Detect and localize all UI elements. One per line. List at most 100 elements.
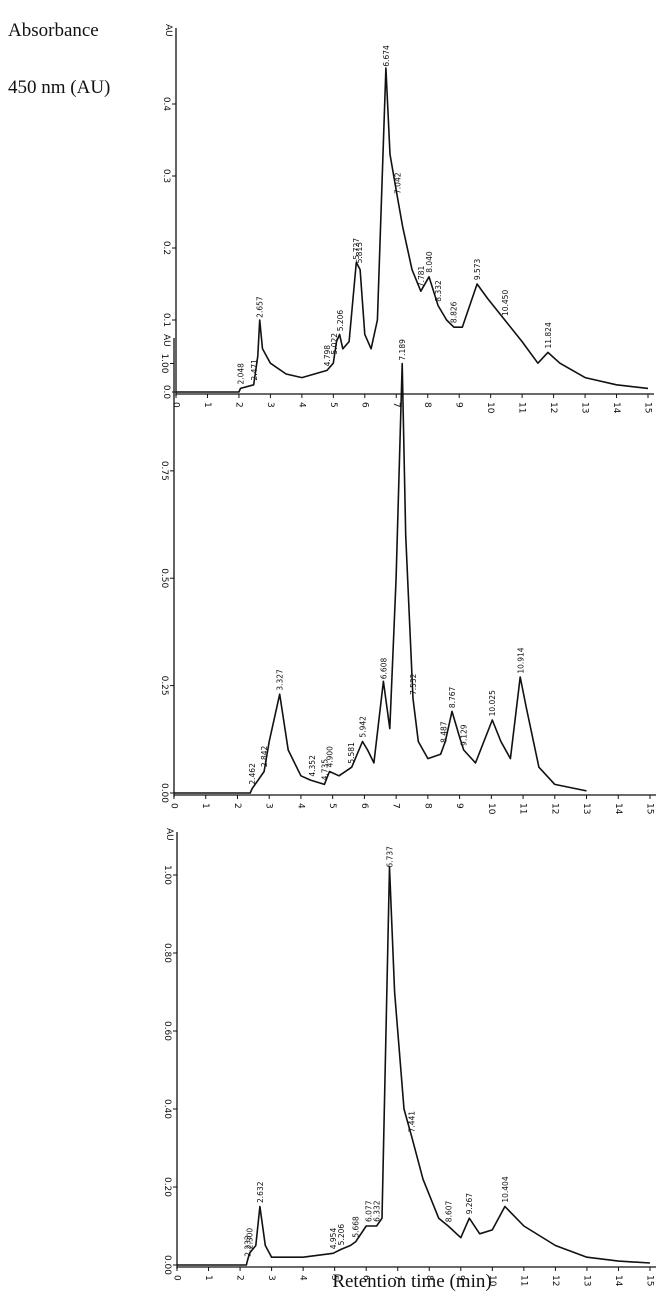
peak-label: 8.487 [439, 721, 448, 743]
x-tick-label: 10 [485, 402, 495, 414]
peak-label: 6.737 [385, 846, 394, 868]
x-tick-label: 4 [295, 803, 305, 809]
x-tick-label: 14 [611, 402, 621, 414]
peak-label: 2.471 [250, 359, 259, 381]
y-tick-label: 1.00 [162, 865, 172, 885]
peak-label: 5.022 [330, 333, 339, 355]
peak-label: 9.573 [473, 258, 482, 280]
peak-label: 3.327 [276, 669, 285, 691]
x-tick-label: 7 [391, 803, 401, 809]
peak-label: 2.632 [256, 1181, 265, 1203]
peak-label: 7.042 [394, 172, 403, 194]
y-tick-label: 0.00 [159, 783, 169, 803]
x-tick-label: 0 [172, 1275, 182, 1281]
x-tick-label: 12 [550, 1275, 560, 1286]
x-tick-label: 3 [264, 803, 274, 809]
x-tick-label: 10 [487, 1275, 497, 1287]
x-tick-label: 8 [424, 1275, 434, 1281]
x-tick-label: 11 [518, 803, 528, 814]
x-tick-label: 7 [392, 1275, 402, 1281]
x-tick-label: 14 [613, 1275, 623, 1287]
y-tick-label: 0.2 [161, 241, 171, 255]
x-tick-label: 0 [169, 803, 179, 809]
x-tick-label: 0 [171, 402, 181, 408]
chromatogram-trace [174, 364, 587, 794]
peak-label: 5.581 [347, 742, 356, 764]
peak-label: 6.674 [382, 45, 391, 67]
peak-label: 5.813 [355, 242, 364, 264]
y-tick-label: 0.80 [162, 943, 172, 963]
x-tick-label: 13 [580, 402, 590, 413]
peak-label: 10.450 [501, 290, 510, 316]
y-tick-label: 0.0 [161, 385, 171, 400]
peak-label: 4.352 [308, 755, 317, 777]
peak-label: 5.206 [336, 310, 345, 332]
chromatogram-trace [176, 68, 648, 392]
peak-label: 8.607 [444, 1201, 453, 1223]
y-tick-label: 0.20 [162, 1177, 172, 1197]
x-tick-label: 8 [422, 402, 432, 408]
x-tick-label: 2 [235, 1275, 245, 1281]
x-tick-label: 8 [422, 803, 432, 809]
peak-label: 8.040 [425, 251, 434, 273]
x-tick-label: 9 [454, 803, 464, 809]
peak-label: 11.824 [544, 322, 553, 348]
peak-label: 4.900 [325, 746, 334, 768]
x-tick-label: 14 [613, 803, 623, 815]
x-tick-label: 11 [517, 402, 527, 413]
x-tick-label: 7 [391, 402, 401, 408]
y-tick-label: 0.60 [162, 1021, 172, 1041]
x-tick-label: 2 [233, 402, 243, 408]
chromatogram-trace [177, 867, 650, 1265]
x-tick-label: 9 [454, 402, 464, 408]
x-tick-label: 1 [200, 803, 210, 809]
x-label: Retention time (min) [332, 1271, 491, 1292]
x-tick-label: 3 [265, 402, 275, 408]
peak-label: 9.267 [465, 1193, 474, 1215]
x-tick-label: 12 [549, 803, 559, 814]
x-tick-label: 6 [359, 402, 369, 408]
x-tick-label: 11 [518, 1275, 528, 1286]
x-tick-label: 5 [327, 803, 337, 809]
x-tick-label: 9 [455, 1275, 465, 1281]
x-tick-label: 3 [266, 1275, 276, 1281]
peak-label: 7.532 [409, 673, 418, 695]
peak-label: 9.129 [460, 724, 469, 746]
x-tick-label: 4 [298, 1275, 308, 1281]
x-tick-label: 4 [296, 402, 306, 408]
peak-label: 5.206 [337, 1224, 346, 1246]
x-tick-label: 1 [203, 1275, 213, 1281]
peak-label: 10.914 [516, 647, 525, 673]
y-tick-label: 1.00 [159, 353, 169, 373]
x-tick-label: 13 [581, 1275, 591, 1286]
peak-label: 8.826 [450, 301, 459, 323]
peak-label: 2.842 [260, 745, 269, 767]
x-tick-label: 6 [359, 803, 369, 809]
figure: Absorbance 450 nm (AU) Retention time (m… [0, 0, 662, 1297]
x-tick-label: 12 [548, 402, 558, 413]
peak-label: 2.462 [248, 763, 257, 785]
y-label-line: 450 nm (AU) [8, 77, 110, 98]
peak-label: 10.404 [501, 1176, 510, 1202]
peak-label: 8.332 [434, 280, 443, 302]
y-unit: AU [164, 828, 174, 841]
y-tick-label: 0.50 [159, 568, 169, 588]
peak-label: 6.332 [373, 1200, 382, 1222]
x-tick-label: 15 [645, 1275, 655, 1286]
x-tick-label: 6 [361, 1275, 371, 1281]
peak-label: 2.048 [236, 363, 245, 385]
x-tick-label: 10 [486, 803, 496, 815]
y-unit: AU [161, 334, 171, 347]
x-tick-label: 15 [645, 803, 655, 814]
peak-label: 7.441 [408, 1111, 417, 1133]
y-tick-label: 0.4 [161, 97, 171, 112]
y-tick-label: 0.40 [162, 1099, 172, 1119]
peak-label: 2.657 [256, 296, 265, 318]
x-tick-label: 13 [581, 803, 591, 814]
y-tick-label: 0.3 [161, 169, 171, 183]
peak-label: 2.300 [246, 1228, 255, 1250]
peak-label: 8.767 [448, 686, 457, 708]
x-tick-label: 1 [202, 402, 212, 408]
y-tick-label: 0.1 [161, 313, 171, 327]
